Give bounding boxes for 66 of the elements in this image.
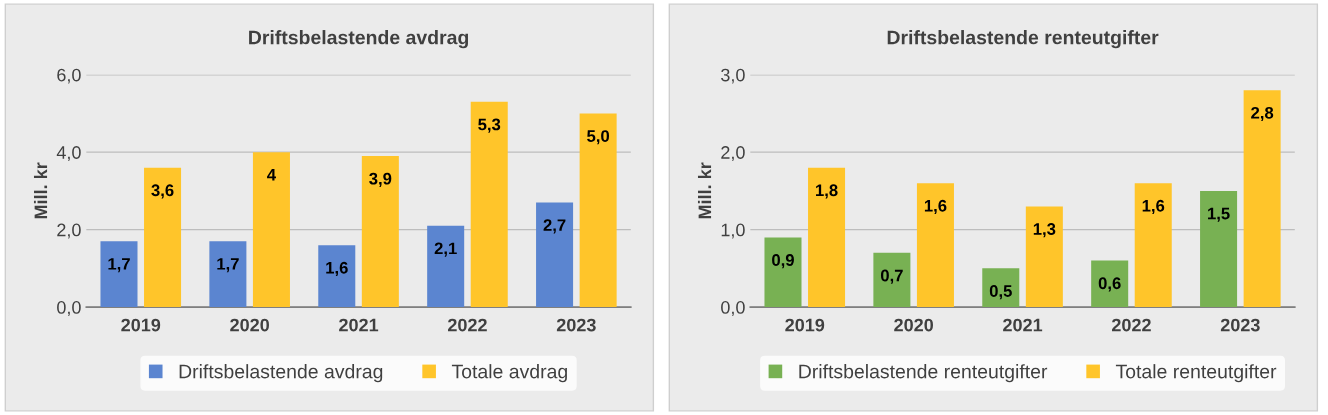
legend-label: Driftsbelastende renteutgifter	[799, 364, 1048, 383]
data-label: 1,3	[1033, 223, 1056, 238]
bar	[1025, 206, 1063, 308]
legend-label: Totale avdrag	[451, 364, 567, 383]
data-label: 1,6	[1142, 199, 1165, 215]
chart-title: Driftsbelastende renteutgifter	[887, 30, 1159, 49]
y-tick-label: 1,0	[721, 223, 745, 239]
data-label: 0,9	[772, 254, 794, 269]
bar	[252, 152, 290, 308]
y-tick-label: 3,0	[721, 68, 745, 84]
bar	[873, 252, 911, 308]
x-tick-label: 2023	[1220, 318, 1260, 332]
bar	[144, 167, 182, 308]
data-label: 5,0	[587, 130, 610, 145]
data-label: 2,7	[543, 219, 566, 234]
data-label: 3,6	[151, 184, 174, 199]
bar	[764, 237, 802, 308]
bar	[1200, 190, 1238, 308]
x-tick-label: 2020	[894, 318, 934, 332]
x-tick-label: 2022	[1112, 318, 1151, 332]
bar	[579, 113, 617, 308]
bar	[1134, 183, 1172, 308]
data-label: 1,6	[924, 199, 947, 215]
y-axis-title: Mill. kr	[697, 162, 712, 219]
data-label: 2,1	[434, 242, 457, 257]
bar	[100, 241, 138, 308]
x-tick-label: 2019	[121, 318, 161, 332]
data-label: 1,8	[816, 184, 838, 199]
y-tick-label: 2,0	[721, 146, 745, 162]
bar	[808, 167, 846, 308]
data-label: 1,6	[326, 261, 348, 277]
data-label: 0,6	[1098, 277, 1121, 292]
bar	[916, 183, 954, 308]
x-tick-label: 2022	[448, 318, 487, 332]
x-tick-label: 2020	[230, 318, 270, 332]
bar	[209, 241, 247, 308]
bar	[427, 225, 465, 308]
y-tick-label: 6,0	[57, 68, 81, 84]
x-tick-label: 2021	[339, 318, 379, 332]
data-label: 0,7	[880, 269, 903, 284]
bar	[536, 202, 574, 308]
data-label: 1,5	[1208, 207, 1230, 222]
x-tick-label: 2021	[1003, 318, 1043, 332]
bar	[1091, 260, 1129, 308]
bar	[982, 268, 1020, 308]
chart-title: Driftsbelastende avdrag	[249, 30, 469, 49]
y-tick-label: 0,0	[57, 301, 81, 316]
data-label: 2,8	[1251, 106, 1274, 122]
data-label: 1,7	[217, 258, 239, 273]
y-tick-label: 0,0	[721, 301, 745, 316]
y-tick-label: 4,0	[56, 146, 81, 162]
bar	[361, 156, 399, 308]
legend-label: Driftsbelastende avdrag	[179, 364, 383, 383]
data-label: 1,7	[108, 258, 130, 273]
bar	[1243, 90, 1281, 308]
x-tick-label: 2023	[556, 318, 596, 332]
data-label: 0,5	[989, 285, 1012, 300]
data-label: 5,3	[478, 118, 501, 133]
x-tick-label: 2019	[785, 318, 825, 332]
y-axis-title: Mill. kr	[33, 162, 48, 219]
legend-label: Totale renteutgifter	[1115, 364, 1277, 383]
y-tick-label: 2,0	[57, 223, 81, 239]
data-label: 3,9	[369, 172, 392, 187]
bar	[470, 101, 508, 308]
data-label: 4	[267, 169, 276, 181]
bar	[318, 245, 356, 308]
